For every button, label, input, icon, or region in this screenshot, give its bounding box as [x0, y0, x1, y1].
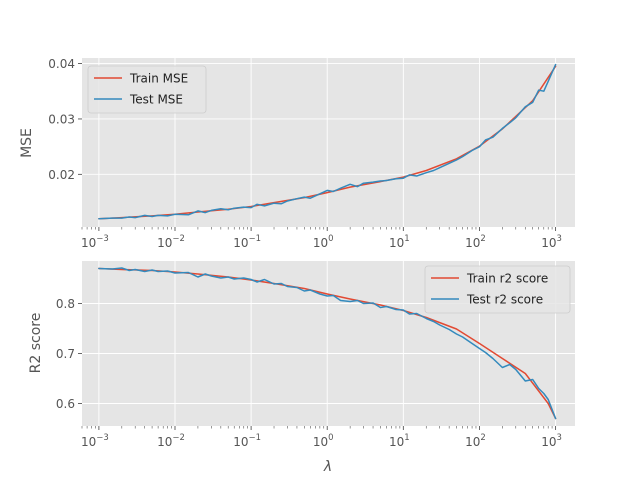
x-tick-label: 10−1: [233, 234, 261, 250]
x-tick-label: 10−3: [81, 234, 109, 250]
series-line-test-r2-score: [98, 267, 557, 420]
y-tick-label: 0.03: [48, 112, 75, 126]
x-tick-label: 100: [313, 234, 334, 250]
x-tick-label: 10−1: [233, 433, 261, 449]
legend-1: Train r2 score Test r2 score: [424, 265, 571, 314]
minor-x-ticks-0: [81, 227, 553, 230]
x-tick-label: 100: [313, 433, 334, 449]
x-tick-label: 102: [465, 433, 486, 449]
y-tick-label: 0.7: [56, 347, 75, 361]
legend-label: Test r2 score: [466, 293, 543, 307]
legend-label: Train r2 score: [466, 272, 548, 286]
mse-chart: 10−3 10−2 10−1 100 101 102 103 0.02 0.03 0.04 Trai…: [48, 57, 575, 250]
y-tick-label: 0.6: [56, 397, 75, 411]
r2-score-chart: 10−3 10−2 10−1 100 101 102 103 0.6 0.7 0.8 Train r…: [56, 261, 575, 449]
legend-box: [424, 265, 571, 314]
legend-label: Test MSE: [129, 93, 183, 107]
legend-0: Train MSE Test MSE: [87, 65, 207, 114]
y-tick-label: 0.8: [56, 297, 75, 311]
y-tick-label: 0.02: [48, 168, 75, 182]
mse-y-axis-label: MSE: [19, 128, 35, 158]
x-tick-label: 103: [541, 433, 562, 449]
x-tick-label: 10−2: [157, 234, 185, 250]
x-tick-label: 102: [465, 234, 486, 250]
x-tick-label: 10−3: [81, 433, 109, 449]
legend-label: Train MSE: [129, 72, 188, 86]
r2-y-axis-label: R2 score: [28, 313, 44, 374]
series-line-test-mse: [98, 63, 557, 220]
x-axis-label-lambda: λ: [323, 459, 332, 475]
x-tick-label: 101: [389, 433, 410, 449]
x-tick-label: 101: [389, 234, 410, 250]
minor-x-ticks-1: [81, 426, 553, 429]
x-tick-label: 10−2: [157, 433, 185, 449]
y-tick-label: 0.04: [48, 57, 75, 71]
x-tick-label: 103: [541, 234, 562, 250]
